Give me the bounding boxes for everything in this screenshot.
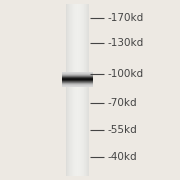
Bar (78, 4, 79, 176)
Bar (83, 4, 84, 176)
Bar (75, 4, 76, 176)
Bar (81, 4, 82, 176)
Bar (66, 4, 67, 176)
Bar (82, 4, 83, 176)
Text: -70kd: -70kd (108, 98, 138, 108)
Bar (80, 4, 81, 176)
Bar (76, 4, 77, 176)
Bar (72, 4, 73, 176)
Bar (62, 79, 93, 80)
Bar (62, 81, 93, 82)
Bar (85, 4, 86, 176)
Bar (62, 80, 93, 81)
Bar (73, 4, 74, 176)
Bar (62, 84, 93, 85)
Bar (79, 4, 80, 176)
Bar (62, 78, 93, 79)
Bar (62, 74, 93, 75)
Bar (86, 4, 87, 176)
Bar (69, 4, 70, 176)
Bar (87, 4, 88, 176)
Bar (88, 4, 89, 176)
Bar (62, 72, 93, 73)
Bar (77, 4, 78, 176)
Bar (62, 83, 93, 84)
Text: -55kd: -55kd (108, 125, 138, 135)
Bar (71, 4, 72, 176)
Text: -40kd: -40kd (108, 152, 138, 162)
Text: -170kd: -170kd (108, 13, 144, 23)
Bar (70, 4, 71, 176)
Bar (62, 77, 93, 78)
Bar (62, 75, 93, 76)
Bar (62, 76, 93, 77)
Bar (62, 82, 93, 83)
Text: -100kd: -100kd (108, 69, 144, 79)
Bar (62, 86, 93, 87)
Text: -130kd: -130kd (108, 38, 144, 48)
Bar (62, 73, 93, 74)
Bar (84, 4, 85, 176)
Bar (74, 4, 75, 176)
Bar (68, 4, 69, 176)
Bar (62, 71, 93, 72)
Bar (62, 85, 93, 86)
Bar (67, 4, 68, 176)
